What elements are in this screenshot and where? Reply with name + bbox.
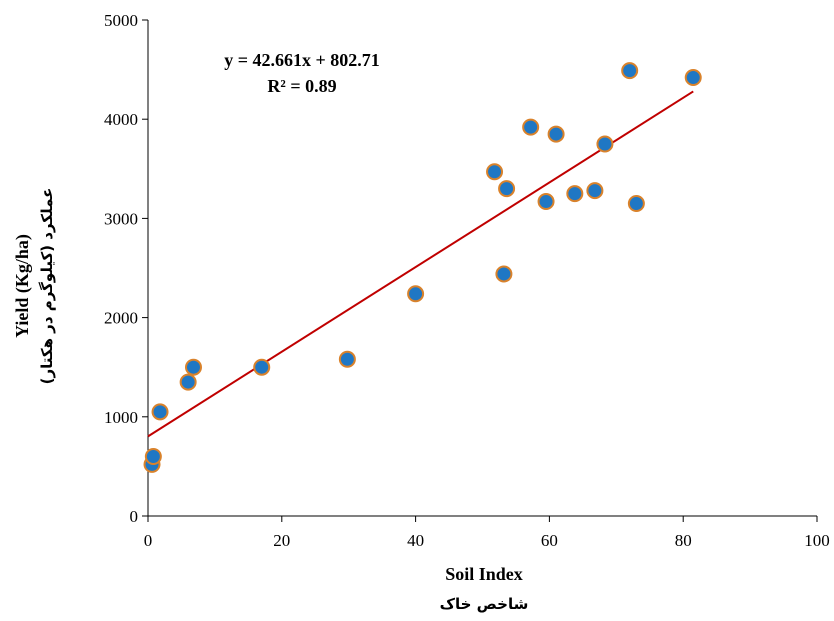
x-tick-label: 80 xyxy=(675,531,692,550)
data-point xyxy=(586,182,604,200)
data-point xyxy=(253,358,271,376)
y-axis-subtitle: عملکرد (کیلوگرم در هکتار) xyxy=(38,188,56,385)
data-point xyxy=(407,285,425,303)
x-axis-subtitle: شاخص خاک xyxy=(440,595,529,613)
x-tick-label: 0 xyxy=(144,531,153,550)
data-point xyxy=(684,69,702,87)
x-tick-label: 100 xyxy=(804,531,830,550)
y-tick-label: 2000 xyxy=(104,309,138,328)
data-point xyxy=(179,373,197,391)
y-tick-label: 3000 xyxy=(104,209,138,228)
data-point xyxy=(566,185,584,203)
y-axis-title: Yield (Kg/ha) xyxy=(12,234,33,338)
y-tick-label: 5000 xyxy=(104,11,138,30)
y-tick-label: 1000 xyxy=(104,408,138,427)
data-point xyxy=(621,62,639,80)
data-point xyxy=(498,180,516,198)
data-point xyxy=(547,125,565,143)
data-point xyxy=(627,195,645,213)
y-tick-label: 4000 xyxy=(104,110,138,129)
data-point xyxy=(151,403,169,421)
data-point xyxy=(144,447,162,465)
data-point xyxy=(486,163,504,181)
trend-r-squared: R² = 0.89 xyxy=(267,76,336,96)
data-point xyxy=(495,265,513,283)
trend-equation: y = 42.661x + 802.71 xyxy=(224,50,380,70)
x-tick-label: 40 xyxy=(407,531,424,550)
y-axis-ticks: 0 1000 2000 3000 4000 5000 xyxy=(104,11,148,526)
x-axis-title: Soil Index xyxy=(445,564,523,584)
data-point xyxy=(184,358,202,376)
x-tick-label: 60 xyxy=(541,531,558,550)
data-point xyxy=(522,118,540,136)
data-point xyxy=(596,135,614,153)
x-axis-ticks: 0 20 40 60 80 100 xyxy=(144,516,830,550)
data-point xyxy=(537,193,555,211)
data-point xyxy=(338,350,356,368)
y-tick-label: 0 xyxy=(130,507,139,526)
data-points xyxy=(143,62,702,473)
x-tick-label: 20 xyxy=(273,531,290,550)
